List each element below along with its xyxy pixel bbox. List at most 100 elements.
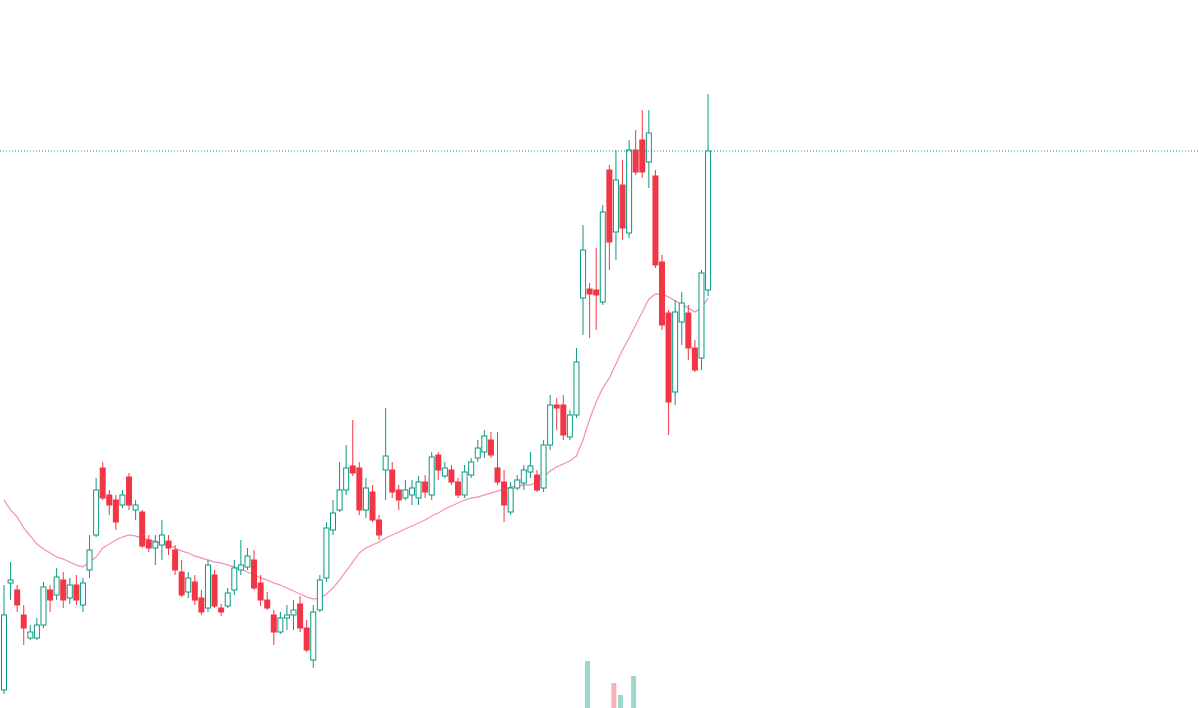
candle-body [264, 599, 271, 609]
candle-body [599, 211, 606, 303]
candle-body [356, 467, 363, 511]
candle-body [297, 603, 304, 629]
candle-body [448, 469, 455, 483]
candle-body [33, 624, 40, 639]
candle-body [93, 489, 100, 536]
candle-body [336, 489, 343, 511]
candle-body [586, 288, 593, 295]
candle-body [389, 469, 396, 493]
candle-body [395, 489, 402, 501]
volume-bar [611, 683, 617, 708]
candle-body [106, 494, 113, 506]
candle-body [685, 312, 692, 349]
candle-body [211, 574, 218, 607]
candle-body [14, 589, 21, 606]
candle-body [178, 571, 185, 596]
candle-body [231, 567, 238, 591]
candle-body [547, 404, 554, 446]
candle-body [244, 555, 251, 568]
candle-body [79, 582, 86, 606]
candle-body [145, 539, 152, 549]
candle-body [165, 540, 172, 549]
candle-body [461, 471, 468, 496]
candle-body [323, 527, 330, 579]
candle-body [99, 467, 106, 499]
volume-bar [585, 661, 591, 708]
candle-body [376, 519, 383, 536]
candle-body [303, 627, 310, 651]
candle-body [435, 454, 442, 471]
candle-body [593, 289, 600, 296]
candle-body [27, 631, 34, 639]
candle-body [612, 179, 619, 233]
candle-body [7, 579, 14, 584]
candle-body [422, 481, 429, 493]
volume-bar [617, 695, 623, 708]
candle-body [224, 592, 231, 607]
candle-body [678, 302, 685, 323]
candle-body [514, 479, 521, 489]
candle-body [152, 541, 159, 549]
candle-body [553, 404, 560, 409]
candle-body [573, 361, 580, 416]
candle-body [455, 481, 462, 496]
candle-body [349, 465, 356, 474]
candle-body [468, 461, 475, 476]
candle-body [270, 614, 277, 633]
candle-body [474, 447, 481, 459]
candle-body [204, 564, 211, 609]
candle-body [705, 150, 712, 291]
candle-body [652, 175, 659, 266]
candle-body [60, 579, 67, 601]
candle-body [73, 584, 80, 601]
candle-body [428, 456, 435, 496]
candle-body [66, 584, 73, 599]
candle-body [626, 149, 633, 234]
candle-body [362, 487, 369, 511]
candle-body [283, 614, 290, 619]
candle-body [494, 467, 501, 483]
candle-body [158, 534, 165, 546]
candle-body [672, 311, 679, 393]
candle-body [527, 465, 534, 473]
candle-body [257, 582, 264, 601]
candle-body [185, 577, 192, 593]
candle-body [501, 481, 508, 506]
candle-body [632, 149, 639, 173]
candle-body [20, 614, 27, 629]
candle-body [382, 455, 389, 471]
candle-body [47, 589, 54, 601]
candle-body [560, 404, 567, 436]
candle-body [132, 504, 139, 511]
candle-body [520, 469, 527, 484]
candle-body [198, 597, 205, 613]
candle-body [112, 499, 119, 523]
candle-body [402, 489, 409, 499]
candle-body [277, 617, 284, 633]
candle-body [415, 481, 422, 499]
candle-body [237, 564, 244, 571]
moving-average-line [3, 293, 709, 600]
candle-body [580, 249, 587, 299]
candle-body [343, 467, 350, 491]
candle-body [507, 487, 514, 513]
candle-body [119, 494, 126, 506]
candle-body [408, 487, 415, 496]
candle-body [191, 581, 198, 601]
candle-body [53, 576, 60, 596]
candle-body [639, 139, 646, 173]
candle-body [659, 261, 665, 326]
candle-body [40, 586, 47, 626]
candle-body [691, 347, 698, 371]
candle-body [533, 474, 540, 491]
candle-body [251, 559, 258, 589]
candle-body [645, 132, 652, 163]
candle-body [487, 439, 494, 456]
candle-body [665, 312, 672, 403]
candle-body [86, 549, 93, 571]
candle-body [172, 549, 179, 571]
candle-body [566, 414, 573, 438]
candle-body [316, 579, 323, 611]
candle-body [619, 184, 626, 229]
